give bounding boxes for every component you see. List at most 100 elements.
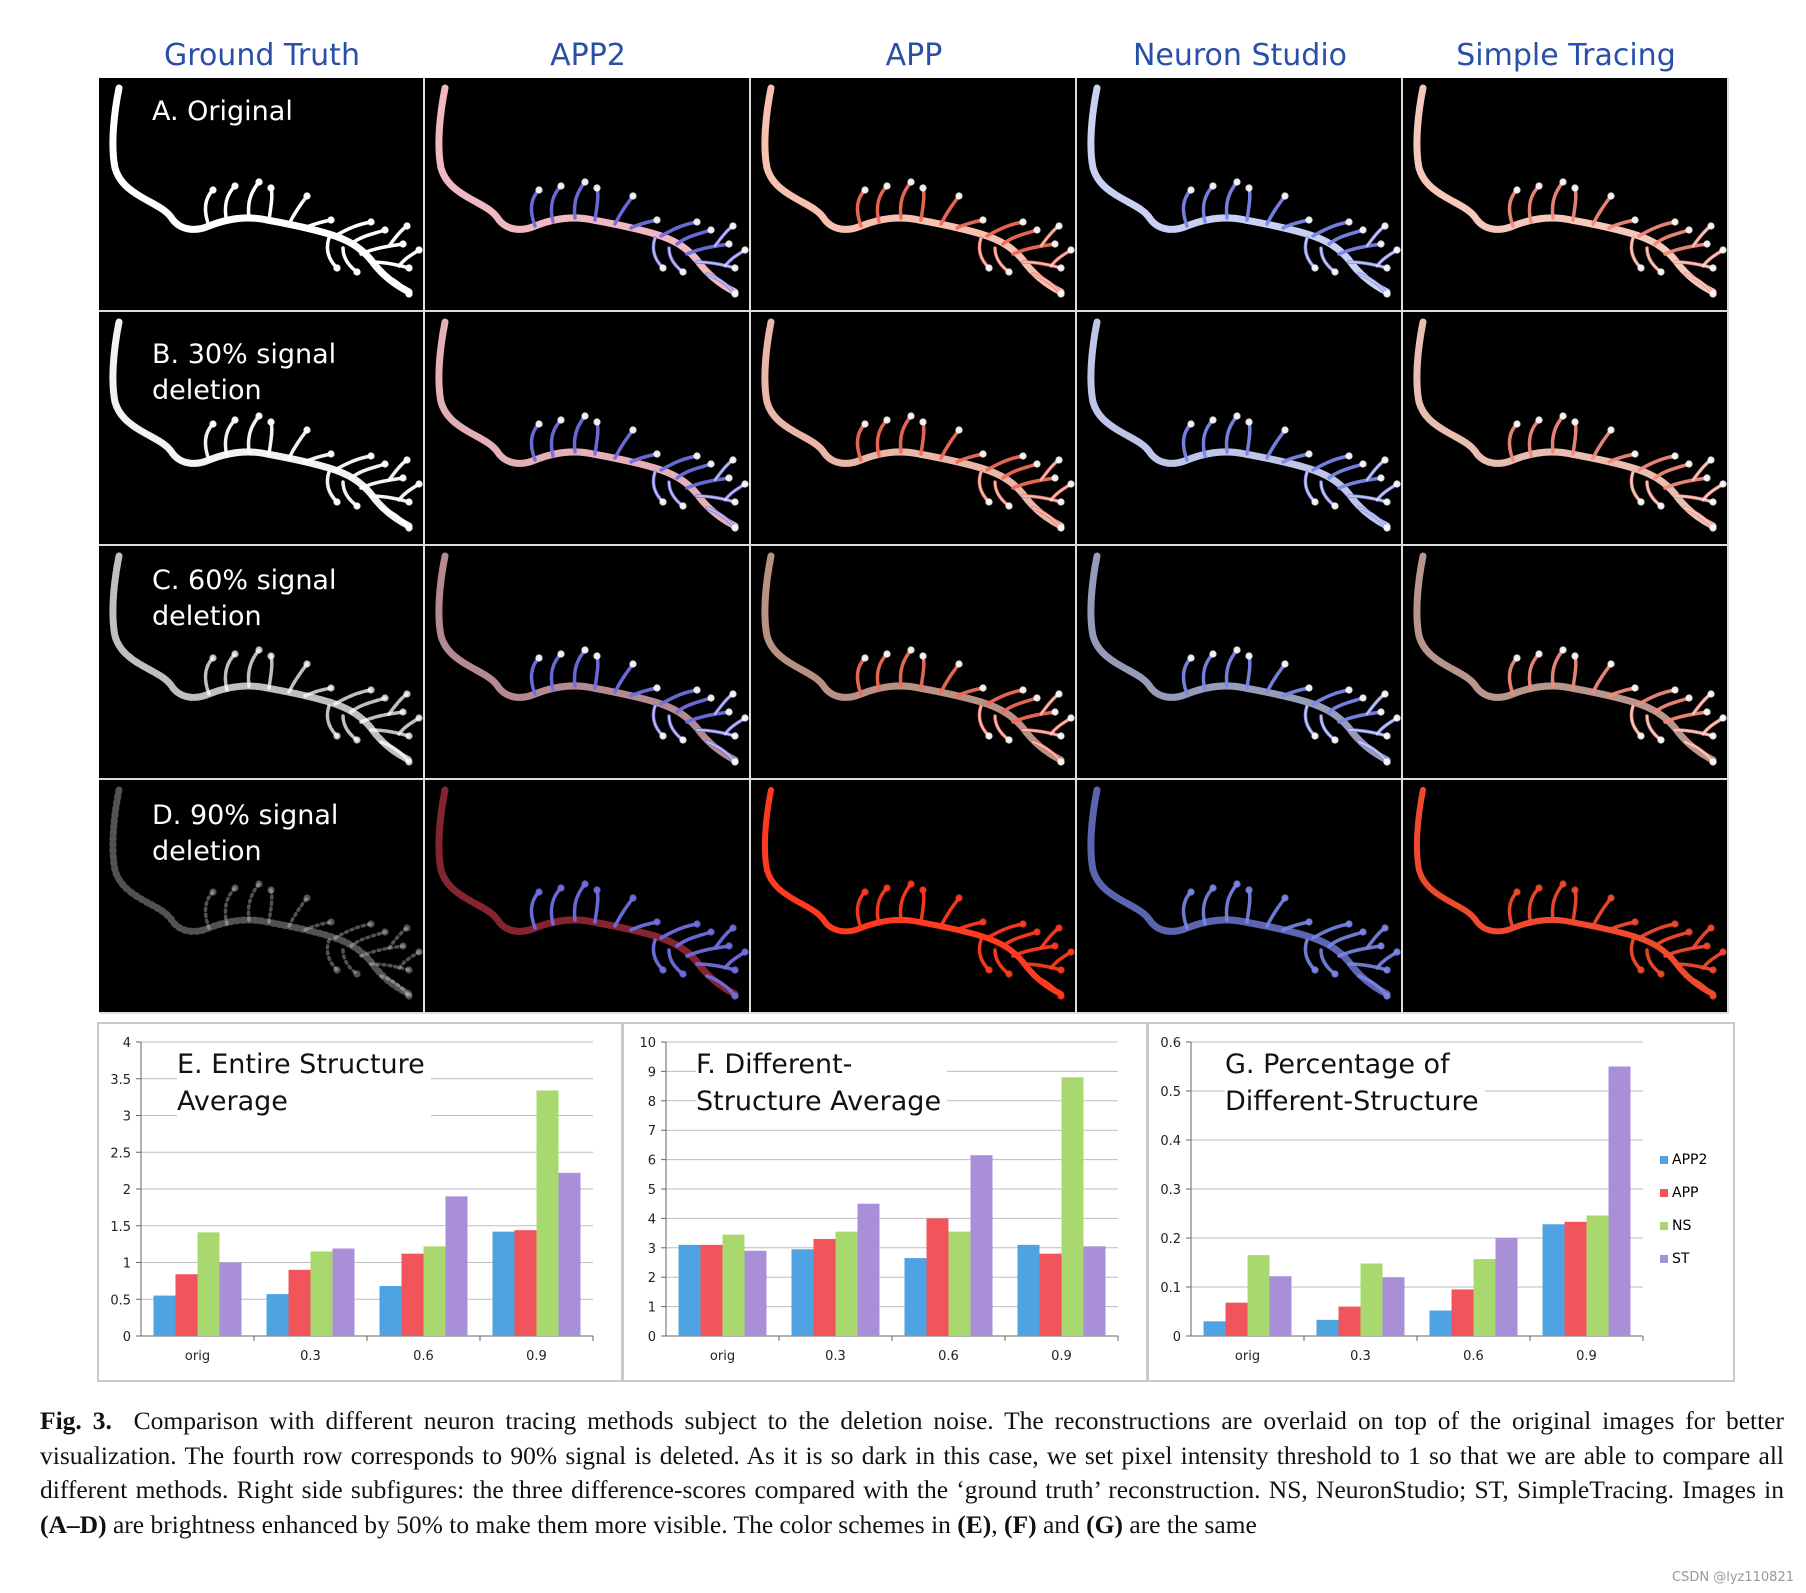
neuron-branch-tip bbox=[659, 264, 667, 272]
x-tick-label: 0.9 bbox=[1576, 1349, 1597, 1364]
neuron-branch-tip bbox=[731, 732, 739, 740]
neuron-branch-tip bbox=[405, 992, 413, 1000]
bar-app2-0.6 bbox=[379, 1286, 402, 1336]
neuron-branch-tip bbox=[1187, 888, 1195, 896]
neuron-branch-tip bbox=[1571, 184, 1579, 192]
neuron-branch bbox=[1653, 228, 1691, 246]
x-tick-label: 0.6 bbox=[938, 1349, 959, 1364]
bar-app-0.6 bbox=[401, 1253, 424, 1336]
neuron-branch-tip bbox=[1637, 498, 1645, 506]
neuron-branch bbox=[341, 948, 359, 976]
neuron-branch-tip bbox=[1359, 928, 1367, 936]
neuron-branch bbox=[303, 920, 333, 932]
neuron-branch bbox=[939, 662, 961, 694]
neuron-branch bbox=[1265, 662, 1287, 694]
neuron-branch-tip bbox=[1281, 426, 1289, 434]
neuron-branch bbox=[1311, 220, 1351, 238]
neuron-branch-tip bbox=[1381, 924, 1389, 932]
neuron-branch bbox=[1181, 890, 1193, 930]
neuron-branch-tip bbox=[1245, 418, 1253, 426]
neuron-trunk bbox=[1413, 787, 1716, 997]
chart-f-different-structure: 0 1 2 3 4 5 6 7 8 9 10 orig 0.3 0.6 0.9 F. Different- … bbox=[622, 1022, 1148, 1382]
neuron-branch-tip bbox=[399, 474, 407, 482]
neuron-branch-tip bbox=[1359, 226, 1367, 234]
neuron-branch-tip bbox=[535, 654, 543, 662]
neuron-branch-tip bbox=[907, 178, 915, 186]
neuron-image-simple-tracing-row-2 bbox=[1403, 312, 1727, 544]
neuron-branch-tip bbox=[725, 708, 733, 716]
neuron-branch bbox=[1550, 648, 1565, 688]
neuron-branch bbox=[333, 922, 373, 940]
bar-app-0.9 bbox=[1564, 1221, 1587, 1336]
neuron-branch bbox=[572, 648, 587, 688]
neuron-branch-tip bbox=[303, 894, 311, 902]
neuron-branch-tip bbox=[1187, 186, 1195, 194]
neuron-trunk bbox=[435, 552, 739, 764]
neuron-branch-tip bbox=[1057, 992, 1065, 1000]
neuron-branch bbox=[387, 926, 409, 950]
neuron-branch bbox=[1181, 422, 1193, 462]
neuron-branch-tip bbox=[1005, 502, 1013, 510]
neuron-branch-tip bbox=[1559, 880, 1567, 888]
neuron-branch-tip bbox=[1311, 498, 1319, 506]
row-label-60-deletion: C. 60% signal deletion bbox=[152, 565, 337, 632]
neuron-branch bbox=[529, 188, 541, 228]
neuron-trunk bbox=[1087, 84, 1391, 296]
neuron-branch bbox=[267, 888, 274, 924]
bar-st-0.6 bbox=[1495, 1238, 1518, 1336]
neuron-branch-tip bbox=[1707, 924, 1715, 932]
bar-st-0.3 bbox=[857, 1203, 880, 1336]
neuron-branch-tip bbox=[741, 480, 749, 488]
neuron-branch-tip bbox=[1709, 966, 1717, 974]
neuron-branch-tip bbox=[979, 450, 987, 458]
neuron-branch-tip bbox=[1637, 732, 1645, 740]
bar-st-0.9 bbox=[558, 1172, 581, 1336]
bar-app2-0.6 bbox=[904, 1258, 927, 1336]
neuron-branch-tip bbox=[1005, 970, 1013, 978]
neuron-branch bbox=[325, 704, 339, 738]
neuron-branch-tip bbox=[741, 246, 749, 254]
neuron-trace-graphic bbox=[1413, 787, 1727, 1000]
caption-ref-ad: (A–D) bbox=[40, 1509, 107, 1539]
neuron-branch-tip bbox=[353, 970, 361, 978]
neuron-branch bbox=[1001, 462, 1039, 480]
neuron-branch bbox=[685, 242, 731, 256]
neuron-branch bbox=[723, 950, 747, 970]
bar-st-0.3 bbox=[1382, 1277, 1405, 1336]
neuron-image-app2-row-4 bbox=[425, 780, 749, 1012]
neuron-branch-tip bbox=[1019, 218, 1027, 226]
neuron-branch-tip bbox=[1345, 218, 1353, 226]
y-tick-label: 0.6 bbox=[1160, 1036, 1181, 1051]
neuron-branch bbox=[267, 186, 274, 222]
neuron-branch-tip bbox=[731, 758, 739, 766]
bar-app2-0.6 bbox=[1429, 1310, 1452, 1336]
neuron-trace-graphic bbox=[1087, 84, 1401, 298]
neuron-branch-tip bbox=[955, 192, 963, 200]
neuron-trunk bbox=[109, 786, 413, 998]
neuron-trace-graphic bbox=[109, 84, 423, 298]
chart-g-title: G. Percentage of Different-Structure bbox=[1225, 1046, 1485, 1120]
neuron-branch bbox=[1245, 186, 1252, 222]
neuron-branch bbox=[898, 414, 913, 454]
neuron-image-simple-tracing-row-1 bbox=[1403, 78, 1727, 310]
neuron-trunk bbox=[761, 787, 1064, 997]
row-label-30-deletion: B. 30% signal deletion bbox=[152, 339, 337, 406]
bar-app2-0.3 bbox=[1316, 1319, 1339, 1336]
neuron-branch-tip bbox=[1033, 694, 1041, 702]
neuron-branch-tip bbox=[955, 894, 963, 902]
neuron-branch-tip bbox=[1209, 884, 1217, 892]
bar-st-0.6 bbox=[970, 1155, 993, 1336]
neuron-branch-tip bbox=[731, 524, 739, 532]
neuron-branch-tip bbox=[1331, 970, 1339, 978]
neuron-branch-tip bbox=[1233, 412, 1241, 420]
neuron-branch bbox=[325, 470, 339, 504]
neuron-trace-graphic bbox=[109, 786, 423, 1000]
neuron-branch-tip bbox=[231, 416, 239, 424]
neuron-branch bbox=[1224, 648, 1239, 688]
neuron-branch-tip bbox=[629, 894, 637, 902]
neuron-branch-tip bbox=[1051, 474, 1059, 482]
neuron-branch-tip bbox=[535, 888, 543, 896]
bar-app-0.6 bbox=[926, 1218, 949, 1336]
bar-ns-orig bbox=[197, 1232, 220, 1336]
y-tick-label: 1 bbox=[648, 1301, 656, 1316]
